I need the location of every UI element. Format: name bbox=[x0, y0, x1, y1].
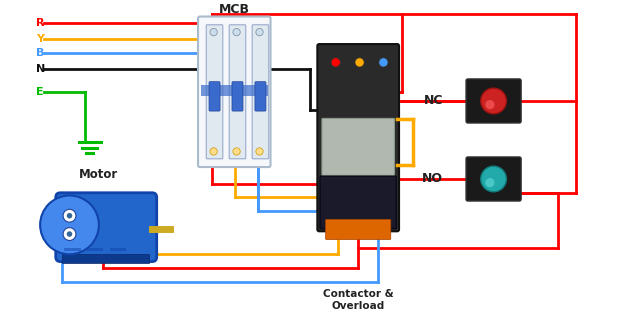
FancyBboxPatch shape bbox=[322, 118, 394, 175]
Circle shape bbox=[480, 88, 507, 114]
Circle shape bbox=[256, 148, 263, 155]
Circle shape bbox=[233, 148, 240, 155]
FancyBboxPatch shape bbox=[252, 25, 268, 159]
Circle shape bbox=[480, 166, 507, 192]
FancyBboxPatch shape bbox=[326, 219, 391, 240]
Circle shape bbox=[67, 213, 73, 219]
Bar bbox=[201, 85, 268, 96]
Text: MCB: MCB bbox=[219, 3, 250, 16]
Circle shape bbox=[210, 148, 217, 155]
Bar bbox=[62, 254, 149, 264]
FancyBboxPatch shape bbox=[232, 82, 243, 111]
Circle shape bbox=[355, 58, 364, 67]
Bar bbox=[64, 248, 81, 250]
FancyBboxPatch shape bbox=[466, 157, 521, 201]
Bar bbox=[110, 248, 126, 250]
Circle shape bbox=[63, 209, 76, 222]
Circle shape bbox=[379, 58, 388, 67]
Bar bbox=[87, 248, 104, 250]
Text: B: B bbox=[37, 48, 45, 58]
FancyBboxPatch shape bbox=[466, 79, 521, 123]
Text: Y: Y bbox=[37, 33, 45, 43]
FancyBboxPatch shape bbox=[209, 82, 220, 111]
Circle shape bbox=[63, 228, 76, 241]
Circle shape bbox=[256, 29, 263, 36]
Text: N: N bbox=[37, 64, 46, 74]
FancyBboxPatch shape bbox=[206, 25, 223, 159]
Text: NO: NO bbox=[422, 172, 443, 185]
FancyBboxPatch shape bbox=[317, 44, 399, 231]
Circle shape bbox=[331, 58, 340, 67]
FancyBboxPatch shape bbox=[56, 193, 157, 262]
Text: NC: NC bbox=[423, 95, 443, 108]
FancyBboxPatch shape bbox=[320, 176, 396, 228]
Circle shape bbox=[233, 29, 240, 36]
Circle shape bbox=[210, 29, 217, 36]
FancyBboxPatch shape bbox=[198, 16, 270, 167]
Circle shape bbox=[485, 178, 495, 187]
Circle shape bbox=[485, 100, 495, 109]
Text: Motor: Motor bbox=[79, 168, 118, 181]
Circle shape bbox=[40, 196, 99, 254]
Text: E: E bbox=[37, 87, 44, 97]
FancyBboxPatch shape bbox=[255, 82, 266, 111]
Text: Contactor &
Overload: Contactor & Overload bbox=[323, 289, 394, 310]
Text: R: R bbox=[37, 18, 45, 28]
FancyBboxPatch shape bbox=[229, 25, 246, 159]
Circle shape bbox=[67, 231, 73, 237]
